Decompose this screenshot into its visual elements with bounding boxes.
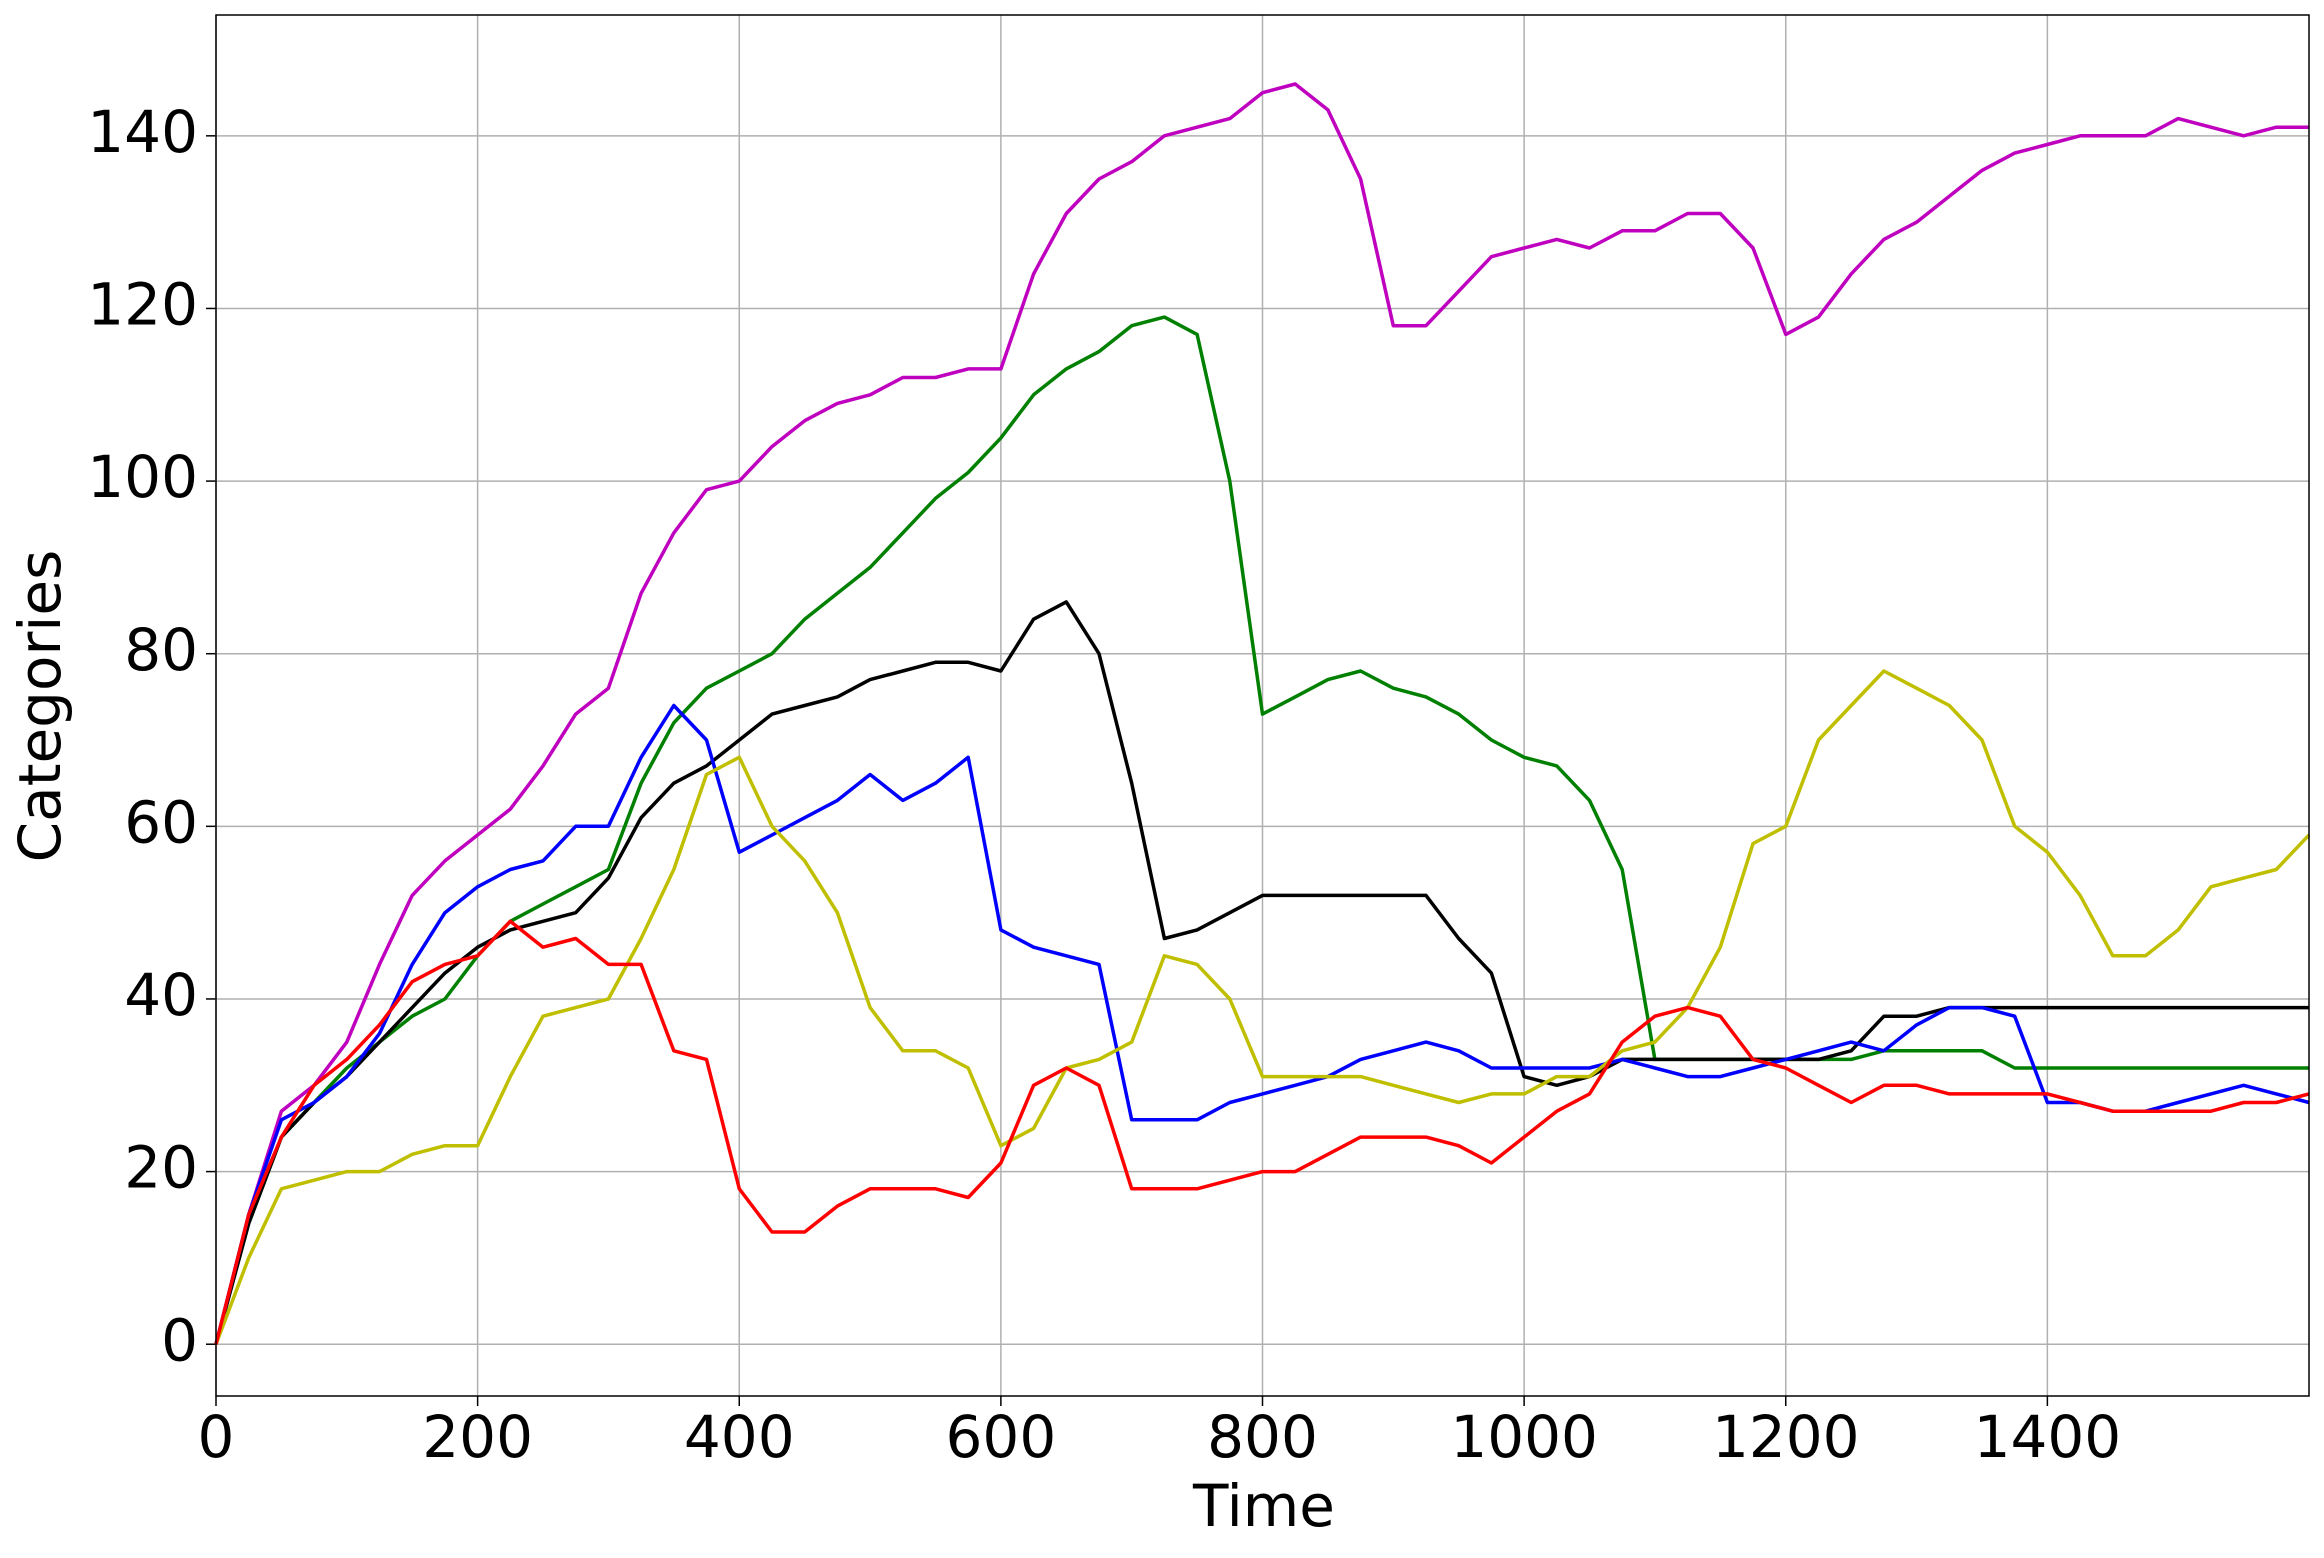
- x-tick-label: 1000: [1450, 1403, 1598, 1471]
- x-tick-label: 400: [684, 1403, 795, 1471]
- x-tick-label: 600: [946, 1403, 1057, 1471]
- x-tick-label: 1400: [1974, 1403, 2122, 1471]
- x-tick-label: 800: [1207, 1403, 1318, 1471]
- y-tick-label: 60: [124, 788, 198, 856]
- y-axis-label: Categories: [6, 550, 74, 863]
- y-tick-label: 140: [87, 98, 198, 166]
- series-line: [214, 82, 2309, 1345]
- x-axis-label: Time: [1192, 1472, 1335, 1540]
- x-tick-label: 200: [422, 1403, 533, 1471]
- y-tick-label: 80: [124, 616, 198, 684]
- y-tick-label: 0: [161, 1306, 198, 1374]
- y-tick-label: 20: [124, 1134, 198, 1202]
- series-line: [214, 703, 2310, 1345]
- y-tick-label: 40: [124, 961, 198, 1029]
- x-tick-label: 0: [198, 1403, 235, 1471]
- plot-frame: [215, 14, 2310, 1397]
- y-tick-label: 100: [87, 443, 198, 511]
- x-tick-label: 1200: [1712, 1403, 1860, 1471]
- series-line: [214, 919, 2310, 1345]
- y-tick-label: 120: [87, 271, 198, 339]
- series-line: [214, 669, 2311, 1345]
- series-line: [214, 315, 2309, 1345]
